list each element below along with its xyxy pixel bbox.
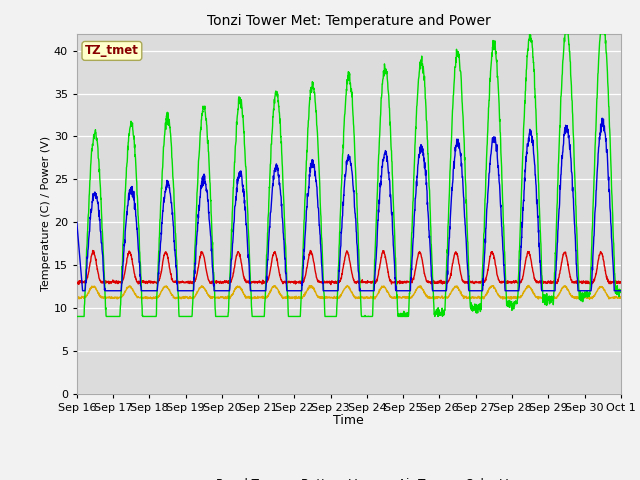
Y-axis label: Temperature (C) / Power (V): Temperature (C) / Power (V) bbox=[41, 136, 51, 291]
X-axis label: Time: Time bbox=[333, 414, 364, 427]
Legend: Panel T, Battery V, Air T, Solar V: Panel T, Battery V, Air T, Solar V bbox=[184, 473, 513, 480]
Title: Tonzi Tower Met: Temperature and Power: Tonzi Tower Met: Temperature and Power bbox=[207, 14, 491, 28]
Text: TZ_tmet: TZ_tmet bbox=[85, 44, 139, 58]
